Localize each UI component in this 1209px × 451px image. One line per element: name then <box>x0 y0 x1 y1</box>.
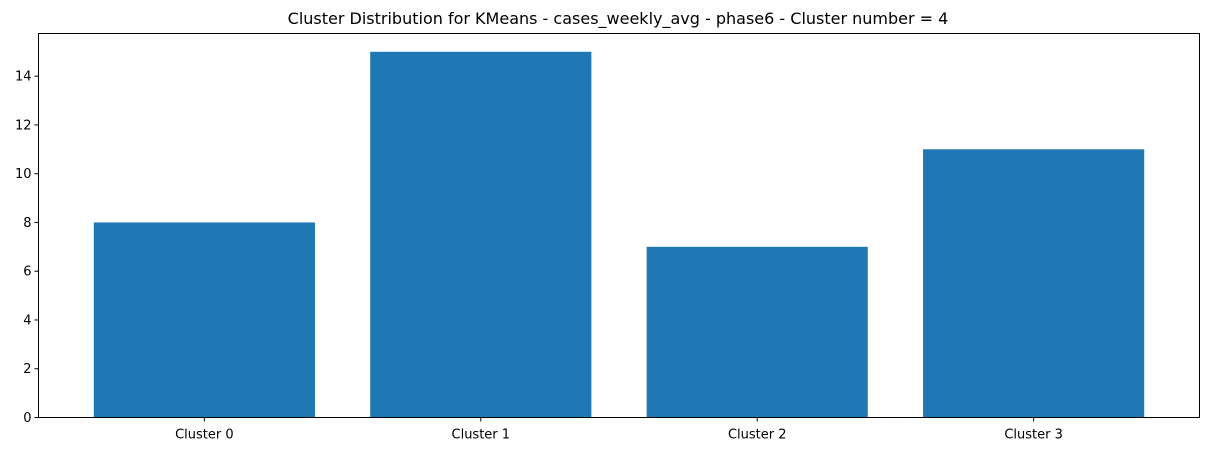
bar-cluster-3 <box>923 149 1145 418</box>
x-axis: Cluster 0 Cluster 1 Cluster 2 Cluster 3 <box>175 417 1063 443</box>
x-tick-label: Cluster 1 <box>452 428 511 443</box>
y-tick-label: 12 <box>15 118 32 133</box>
y-tick-label: 4 <box>23 313 31 328</box>
bar-cluster-1 <box>370 51 592 418</box>
plot-frame <box>38 33 1200 418</box>
x-tick-label: Cluster 3 <box>1004 428 1063 443</box>
chart-title: Cluster Distribution for KMeans - cases_… <box>288 9 949 29</box>
bar-cluster-2 <box>646 246 868 418</box>
y-tick-label: 0 <box>23 411 31 426</box>
y-tick-label: 2 <box>23 362 31 377</box>
x-tick-label: Cluster 0 <box>175 428 234 443</box>
y-tick-label: 10 <box>15 167 32 182</box>
y-tick-label: 14 <box>15 70 32 85</box>
y-axis: 0 2 4 6 8 10 12 14 <box>15 70 39 426</box>
y-tick-label: 8 <box>23 216 31 231</box>
bar-cluster-0 <box>93 222 315 418</box>
y-tick-label: 6 <box>23 265 31 280</box>
x-tick-label: Cluster 2 <box>728 428 787 443</box>
bars-layer <box>93 51 1145 418</box>
